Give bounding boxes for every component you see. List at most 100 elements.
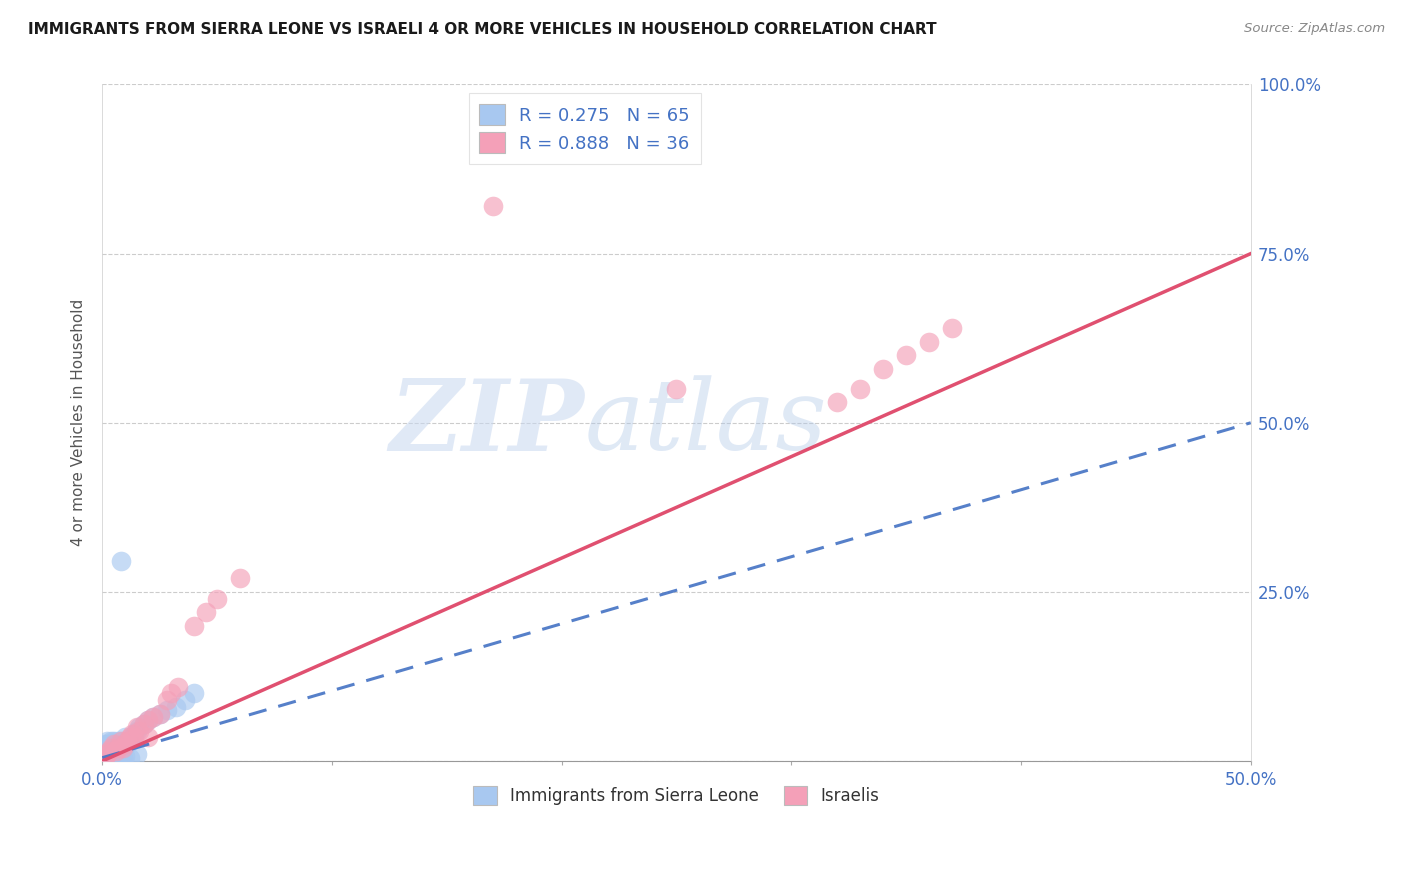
Point <box>107 740 129 755</box>
Point <box>93 744 115 758</box>
Point <box>107 733 129 747</box>
Point <box>98 751 121 765</box>
Point <box>103 752 125 766</box>
Point <box>103 747 125 762</box>
Point <box>128 720 150 734</box>
Point <box>110 737 132 751</box>
Legend: Immigrants from Sierra Leone, Israelis: Immigrants from Sierra Leone, Israelis <box>465 778 887 814</box>
Point <box>136 714 159 728</box>
Point <box>136 731 159 745</box>
Point <box>174 693 197 707</box>
Point <box>100 733 122 747</box>
Point <box>104 750 127 764</box>
Point <box>111 740 134 755</box>
Point <box>98 740 121 755</box>
Point <box>98 750 121 764</box>
Point <box>100 750 122 764</box>
Point <box>114 737 136 751</box>
Point <box>96 737 118 751</box>
Point <box>96 733 118 747</box>
Point <box>110 740 132 755</box>
Text: ZIP: ZIP <box>389 375 585 471</box>
Point <box>849 382 872 396</box>
Point <box>165 700 187 714</box>
Point <box>118 731 141 745</box>
Point <box>205 591 228 606</box>
Point <box>110 554 132 568</box>
Point <box>125 747 148 762</box>
Point <box>160 686 183 700</box>
Point <box>110 733 132 747</box>
Point <box>100 740 122 755</box>
Point <box>114 737 136 751</box>
Point <box>872 361 894 376</box>
Point <box>96 747 118 762</box>
Point <box>111 740 134 755</box>
Point <box>107 740 129 755</box>
Point <box>918 334 941 349</box>
Point <box>183 686 205 700</box>
Point <box>100 740 122 755</box>
Point <box>117 737 139 751</box>
Point <box>142 710 165 724</box>
Text: IMMIGRANTS FROM SIERRA LEONE VS ISRAELI 4 OR MORE VEHICLES IN HOUSEHOLD CORRELAT: IMMIGRANTS FROM SIERRA LEONE VS ISRAELI … <box>28 22 936 37</box>
Point <box>827 395 849 409</box>
Point <box>98 744 121 758</box>
Point <box>665 382 688 396</box>
Point <box>103 740 125 755</box>
Point <box>194 605 217 619</box>
Point <box>167 680 190 694</box>
Point <box>107 749 129 764</box>
Point <box>155 703 177 717</box>
Point <box>93 750 115 764</box>
Point <box>96 747 118 762</box>
Point <box>104 737 127 751</box>
Point <box>114 731 136 745</box>
Point <box>125 720 148 734</box>
Point <box>941 321 963 335</box>
Point <box>93 749 115 764</box>
Point <box>896 348 918 362</box>
Point <box>121 731 143 745</box>
Point <box>103 744 125 758</box>
Point <box>118 733 141 747</box>
Point <box>117 733 139 747</box>
Point <box>93 748 115 763</box>
Point <box>98 746 121 760</box>
Point <box>96 752 118 766</box>
Point <box>93 737 115 751</box>
Text: atlas: atlas <box>585 376 827 470</box>
Point <box>110 752 132 766</box>
Point <box>121 727 143 741</box>
Point <box>142 710 165 724</box>
Text: Source: ZipAtlas.com: Source: ZipAtlas.com <box>1244 22 1385 36</box>
Point <box>118 750 141 764</box>
Point <box>149 706 172 721</box>
Point <box>481 199 503 213</box>
Point <box>93 740 115 755</box>
Point <box>124 731 146 745</box>
Point <box>183 619 205 633</box>
Point <box>124 727 146 741</box>
Point <box>103 733 125 747</box>
Y-axis label: 4 or more Vehicles in Household: 4 or more Vehicles in Household <box>72 299 86 547</box>
Point <box>100 744 122 758</box>
Point <box>114 748 136 763</box>
Point <box>96 748 118 763</box>
Point <box>136 714 159 728</box>
Point <box>98 737 121 751</box>
Point <box>132 717 155 731</box>
Point <box>111 750 134 764</box>
Point <box>93 750 115 764</box>
Point <box>104 744 127 758</box>
Point <box>104 744 127 758</box>
Point <box>96 740 118 755</box>
Point <box>155 693 177 707</box>
Point <box>107 744 129 758</box>
Point <box>93 747 115 762</box>
Point <box>125 723 148 738</box>
Point <box>103 737 125 751</box>
Point <box>98 747 121 762</box>
Point <box>96 744 118 758</box>
Point <box>100 747 122 762</box>
